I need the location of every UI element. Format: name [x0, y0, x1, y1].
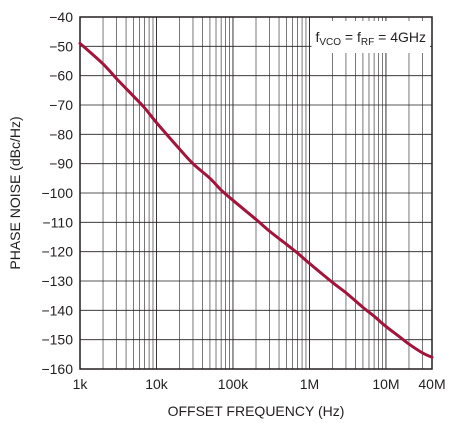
y-tick-label: −100: [41, 185, 73, 201]
y-tick-label: −110: [43, 214, 74, 230]
y-tick-label: −120: [41, 244, 73, 260]
annotation: fVCO = fRF = 4GHz: [311, 21, 430, 53]
x-tick-label: 1k: [73, 376, 89, 392]
plot-frame: [79, 16, 433, 370]
annotation-text: fVCO = fRF = 4GHz: [315, 29, 426, 48]
x-tick-label: 1M: [300, 376, 319, 392]
x-axis-title: OFFSET FREQUENCY (Hz): [168, 403, 345, 419]
y-axis-title: PHASE NOISE (dBc/Hz): [7, 116, 23, 269]
y-tick-label: −140: [41, 302, 73, 318]
y-tick-label: −70: [49, 97, 73, 113]
y-tick-label: −60: [49, 68, 73, 84]
x-tick-label: 10M: [372, 376, 399, 392]
annotation-background: [311, 21, 430, 53]
y-tick-label: −80: [49, 126, 73, 142]
y-tick-label: −50: [49, 38, 73, 54]
y-tick-label: −160: [41, 361, 73, 377]
y-tick-label: −150: [41, 332, 73, 348]
y-tick-label: −130: [41, 273, 73, 289]
x-tick-label: 100k: [218, 376, 249, 392]
x-tick-labels: 1k 10k 100k 1M 10M 40M: [73, 376, 446, 392]
x-tick-label: 10k: [145, 376, 169, 392]
y-tick-label: −90: [49, 156, 73, 172]
y-tick-label: −40: [49, 9, 73, 25]
grid: [80, 16, 432, 370]
phase-noise-curve: [78, 41, 434, 359]
series-layer: [78, 41, 434, 359]
y-tick-labels: −40 −50 −60 −70 −80 −90 −100 −110 −120 −130 −140 −1…: [41, 9, 73, 377]
x-tick-label: 40M: [418, 376, 445, 392]
